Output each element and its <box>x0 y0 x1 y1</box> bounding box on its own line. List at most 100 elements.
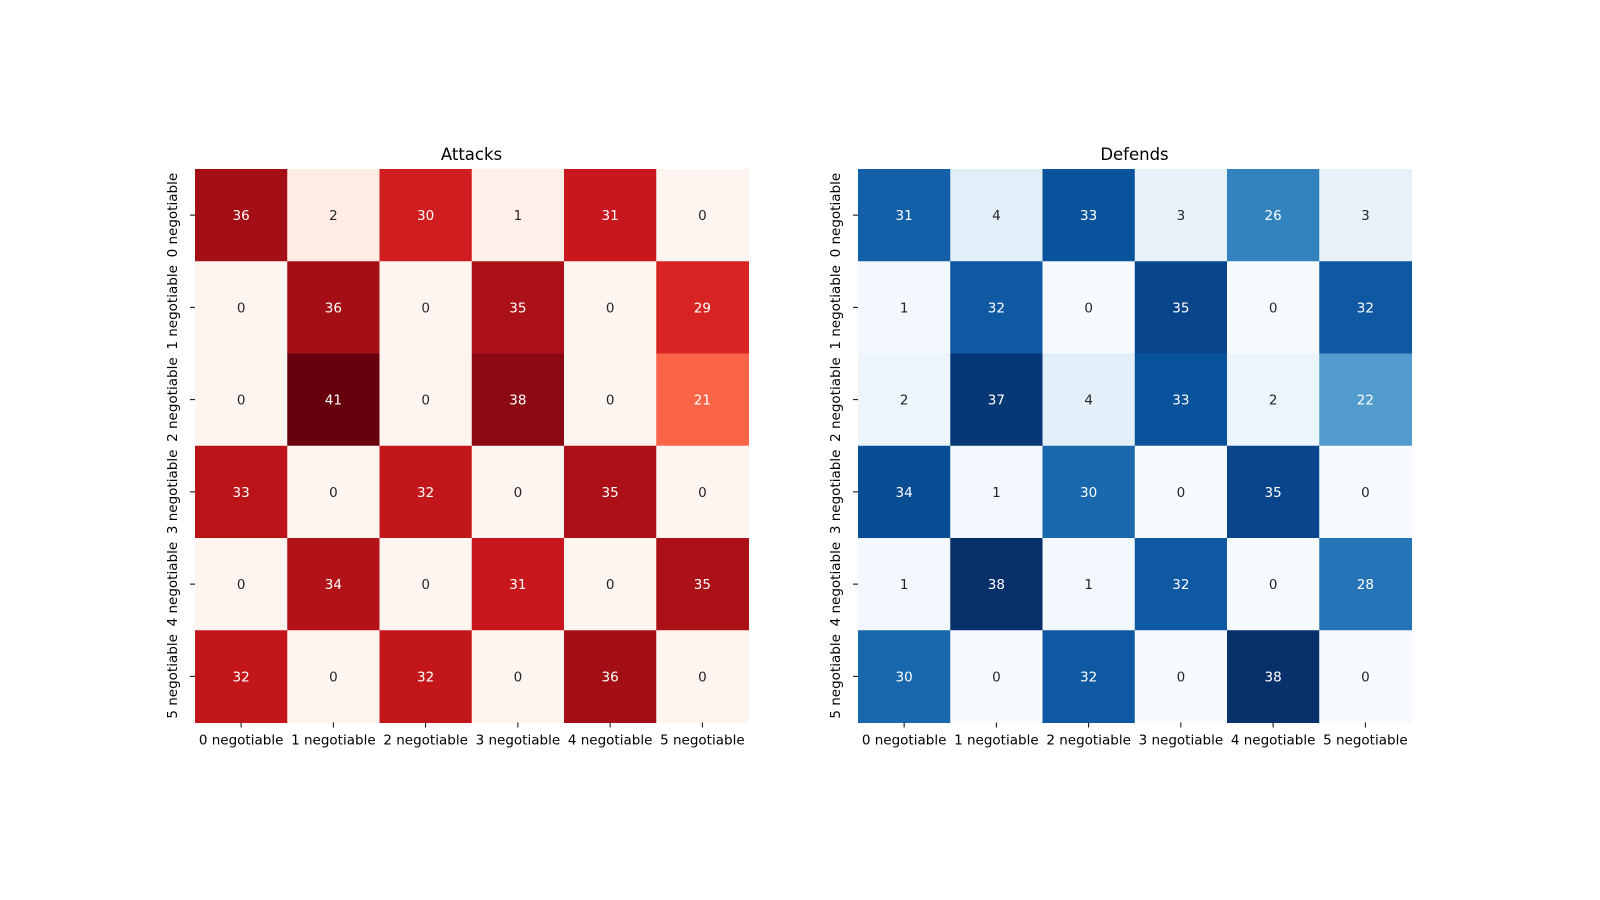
defends-y-tick-label: 0 negotiable <box>828 173 844 258</box>
defends-cell-r0-c3 <box>1134 169 1228 262</box>
attacks-y-tick-label: 0 negotiable <box>165 173 181 258</box>
defends-cell-label-r4-c1: 38 <box>988 577 1005 593</box>
attacks-heatmap-panel: Attacks 36 2 30 1 31 0 0 36 0 35 0 29 0 41 0 38 0 21 33 0 32… <box>165 145 749 749</box>
defends-cell-r2-c5 <box>1319 353 1412 447</box>
defends-cell-r3-c2 <box>1042 445 1136 539</box>
attacks-cell-r1-c2 <box>379 261 473 354</box>
defends-cell-r3-c0 <box>858 445 951 539</box>
attacks-cell-r3-c5 <box>656 445 749 539</box>
attacks-cell-label-r0-c1: 2 <box>329 208 338 224</box>
attacks-cell-r1-c5 <box>656 261 749 354</box>
attacks-y-tick-label: 2 negotiable <box>165 357 181 442</box>
attacks-x-tick-label: 1 negotiable <box>291 733 376 749</box>
defends-cell-label-r2-c4: 2 <box>1269 393 1278 409</box>
attacks-cell-label-r1-c2: 0 <box>421 300 430 316</box>
defends-cell-label-r4-c4: 0 <box>1269 577 1278 593</box>
defends-cell-r2-c1 <box>950 353 1043 447</box>
attacks-cell-label-r3-c3: 0 <box>514 485 523 501</box>
attacks-y-tick-label: 3 negotiable <box>165 450 181 535</box>
defends-x-tick-label: 2 negotiable <box>1046 733 1131 749</box>
defends-cell-label-r3-c0: 34 <box>896 485 913 501</box>
attacks-cell-label-r5-c5: 0 <box>698 669 707 685</box>
attacks-cell-label-r4-c0: 0 <box>237 577 246 593</box>
attacks-cell-r2-c0 <box>195 353 288 447</box>
defends-cell-label-r5-c3: 0 <box>1177 669 1186 685</box>
attacks-cell-r0-c0 <box>195 169 288 262</box>
attacks-cell-r2-c3 <box>471 353 565 447</box>
defends-cell-label-r0-c4: 26 <box>1265 208 1282 224</box>
attacks-cell-r5-c4 <box>564 630 657 723</box>
attacks-cell-r4-c3 <box>471 538 565 631</box>
attacks-cell-label-r2-c0: 0 <box>237 393 246 409</box>
defends-cell-label-r1-c1: 32 <box>988 300 1005 316</box>
attacks-cell-label-r1-c4: 0 <box>606 300 615 316</box>
defends-cell-label-r5-c2: 32 <box>1080 669 1097 685</box>
attacks-cell-label-r3-c5: 0 <box>698 485 707 501</box>
defends-cell-label-r1-c3: 35 <box>1172 300 1189 316</box>
defends-cell-label-r0-c2: 33 <box>1080 208 1097 224</box>
attacks-cell-r5-c0 <box>195 630 288 723</box>
defends-cell-r4-c2 <box>1042 538 1136 631</box>
attacks-cell-r3-c4 <box>564 445 657 539</box>
attacks-cell-r4-c5 <box>656 538 749 631</box>
attacks-x-tick-label: 2 negotiable <box>383 733 468 749</box>
attacks-cell-r1-c0 <box>195 261 288 354</box>
attacks-cell-r3-c0 <box>195 445 288 539</box>
defends-cell-r3-c3 <box>1134 445 1228 539</box>
defends-cell-label-r2-c5: 22 <box>1357 393 1374 409</box>
defends-cell-r1-c3 <box>1134 261 1228 354</box>
defends-cell-label-r2-c0: 2 <box>900 393 909 409</box>
attacks-cell-r4-c4 <box>564 538 657 631</box>
attacks-cell-r0-c2 <box>379 169 473 262</box>
attacks-x-tick-label: 5 negotiable <box>660 733 745 749</box>
defends-cell-label-r3-c2: 30 <box>1080 485 1097 501</box>
defends-cell-r4-c0 <box>858 538 951 631</box>
attacks-cell-label-r1-c0: 0 <box>237 300 246 316</box>
defends-cell-r3-c1 <box>950 445 1043 539</box>
attacks-cell-r4-c0 <box>195 538 288 631</box>
defends-cell-r0-c5 <box>1319 169 1412 262</box>
attacks-cell-label-r0-c2: 30 <box>417 208 434 224</box>
attacks-cell-label-r0-c0: 36 <box>233 208 250 224</box>
attacks-cell-r4-c2 <box>379 538 473 631</box>
defends-cell-r0-c4 <box>1227 169 1320 262</box>
attacks-cell-label-r2-c5: 21 <box>694 393 711 409</box>
defends-cell-label-r1-c4: 0 <box>1269 300 1278 316</box>
attacks-cell-label-r5-c2: 32 <box>417 669 434 685</box>
defends-cell-r1-c0 <box>858 261 951 354</box>
defends-cell-label-r4-c0: 1 <box>900 577 909 593</box>
defends-cell-r3-c4 <box>1227 445 1320 539</box>
defends-cell-label-r3-c3: 0 <box>1177 485 1186 501</box>
defends-cell-r5-c3 <box>1134 630 1228 723</box>
attacks-cell-label-r2-c1: 41 <box>325 393 342 409</box>
attacks-cell-label-r2-c3: 38 <box>509 393 526 409</box>
defends-chart-title: Defends <box>1100 145 1168 164</box>
defends-cell-label-r0-c5: 3 <box>1361 208 1370 224</box>
defends-cell-label-r3-c4: 35 <box>1265 485 1282 501</box>
defends-cell-r4-c5 <box>1319 538 1412 631</box>
defends-cell-r3-c5 <box>1319 445 1412 539</box>
attacks-cell-label-r2-c4: 0 <box>606 393 615 409</box>
attacks-cell-label-r5-c3: 0 <box>514 669 523 685</box>
attacks-cell-r1-c3 <box>471 261 565 354</box>
attacks-cell-r0-c3 <box>471 169 565 262</box>
defends-cell-label-r5-c5: 0 <box>1361 669 1370 685</box>
attacks-cell-r2-c5 <box>656 353 749 447</box>
defends-cell-label-r4-c3: 32 <box>1172 577 1189 593</box>
defends-x-tick-label: 1 negotiable <box>954 733 1039 749</box>
attacks-cell-r2-c1 <box>287 353 380 447</box>
defends-cell-r2-c4 <box>1227 353 1320 447</box>
defends-cell-label-r5-c4: 38 <box>1265 669 1282 685</box>
defends-cell-r5-c1 <box>950 630 1043 723</box>
defends-cell-label-r2-c1: 37 <box>988 393 1005 409</box>
defends-cell-r2-c2 <box>1042 353 1136 447</box>
defends-cell-r5-c0 <box>858 630 951 723</box>
attacks-cell-r3-c2 <box>379 445 473 539</box>
defends-cell-label-r0-c0: 31 <box>896 208 913 224</box>
defends-cell-label-r3-c1: 1 <box>992 485 1001 501</box>
defends-cell-label-r4-c2: 1 <box>1084 577 1093 593</box>
attacks-y-tick-label: 4 negotiable <box>165 542 181 627</box>
defends-cell-label-r2-c3: 33 <box>1172 393 1189 409</box>
